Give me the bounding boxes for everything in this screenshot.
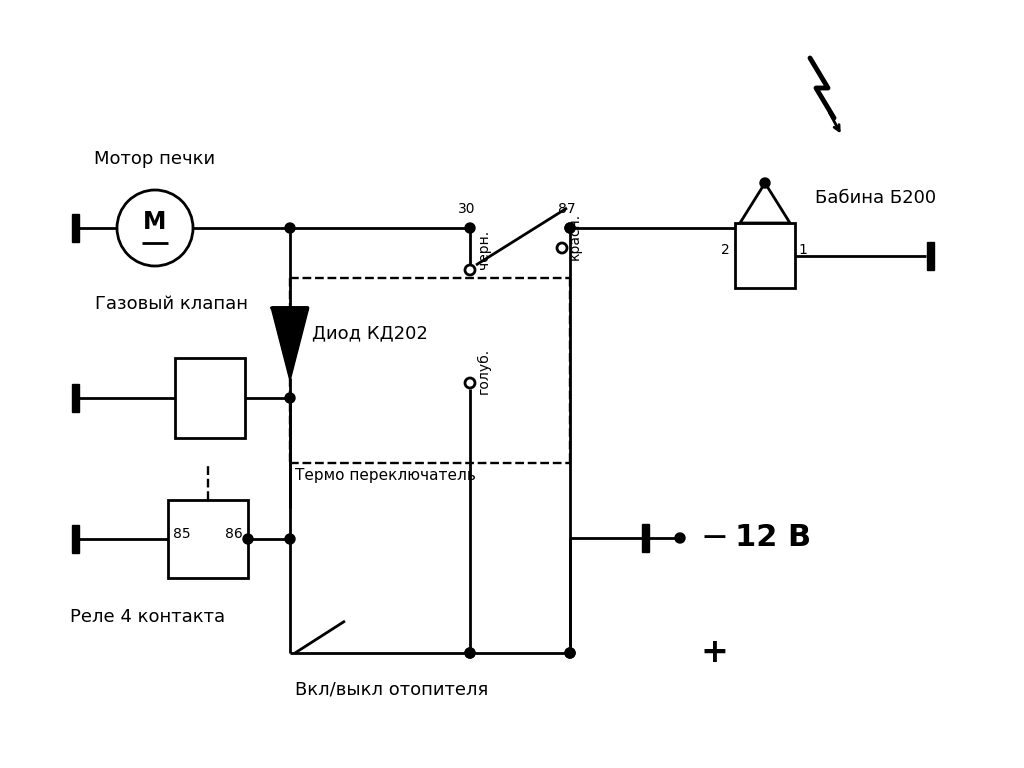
Bar: [175, 358, 245, 438]
Circle shape: [243, 534, 253, 544]
Polygon shape: [272, 308, 308, 378]
Bar: [927, 241, 934, 270]
Circle shape: [465, 265, 475, 275]
Text: 12 В: 12 В: [735, 524, 811, 552]
Text: черн.: черн.: [477, 230, 490, 269]
Circle shape: [285, 223, 295, 233]
Circle shape: [285, 393, 295, 403]
Text: Термо переключатель: Термо переключатель: [295, 468, 476, 483]
Bar: [72, 384, 79, 412]
Bar: [72, 214, 79, 242]
Circle shape: [285, 534, 295, 544]
Circle shape: [465, 378, 475, 388]
Text: Реле 4 контакта: Реле 4 контакта: [70, 608, 225, 626]
Circle shape: [675, 533, 685, 543]
Circle shape: [565, 648, 575, 658]
Polygon shape: [740, 183, 790, 223]
Circle shape: [465, 648, 475, 658]
Text: Мотор печки: Мотор печки: [94, 150, 216, 168]
Circle shape: [465, 648, 475, 658]
Bar: [735, 223, 795, 288]
Circle shape: [565, 223, 575, 233]
Text: 2: 2: [721, 243, 730, 257]
Text: M: M: [143, 210, 167, 234]
Text: 85: 85: [173, 527, 190, 541]
Text: 87: 87: [558, 202, 575, 216]
Text: Диод КД202: Диод КД202: [312, 324, 428, 342]
Text: 86: 86: [225, 527, 243, 541]
Circle shape: [565, 223, 575, 233]
Circle shape: [465, 223, 475, 233]
Text: 30: 30: [459, 202, 476, 216]
Text: −: −: [700, 521, 728, 554]
Bar: [168, 500, 248, 578]
Bar: [642, 524, 649, 552]
Bar: [72, 525, 79, 553]
Text: 1: 1: [798, 243, 807, 257]
Text: Вкл/выкл отопителя: Вкл/выкл отопителя: [295, 681, 488, 699]
Text: голуб.: голуб.: [477, 348, 492, 394]
Circle shape: [565, 648, 575, 658]
Circle shape: [557, 243, 567, 253]
Circle shape: [760, 178, 770, 188]
Text: +: +: [700, 637, 728, 670]
Text: красн.: красн.: [568, 213, 582, 260]
Text: Газовый клапан: Газовый клапан: [95, 295, 248, 313]
Text: Бабина Б200: Бабина Б200: [815, 189, 936, 207]
